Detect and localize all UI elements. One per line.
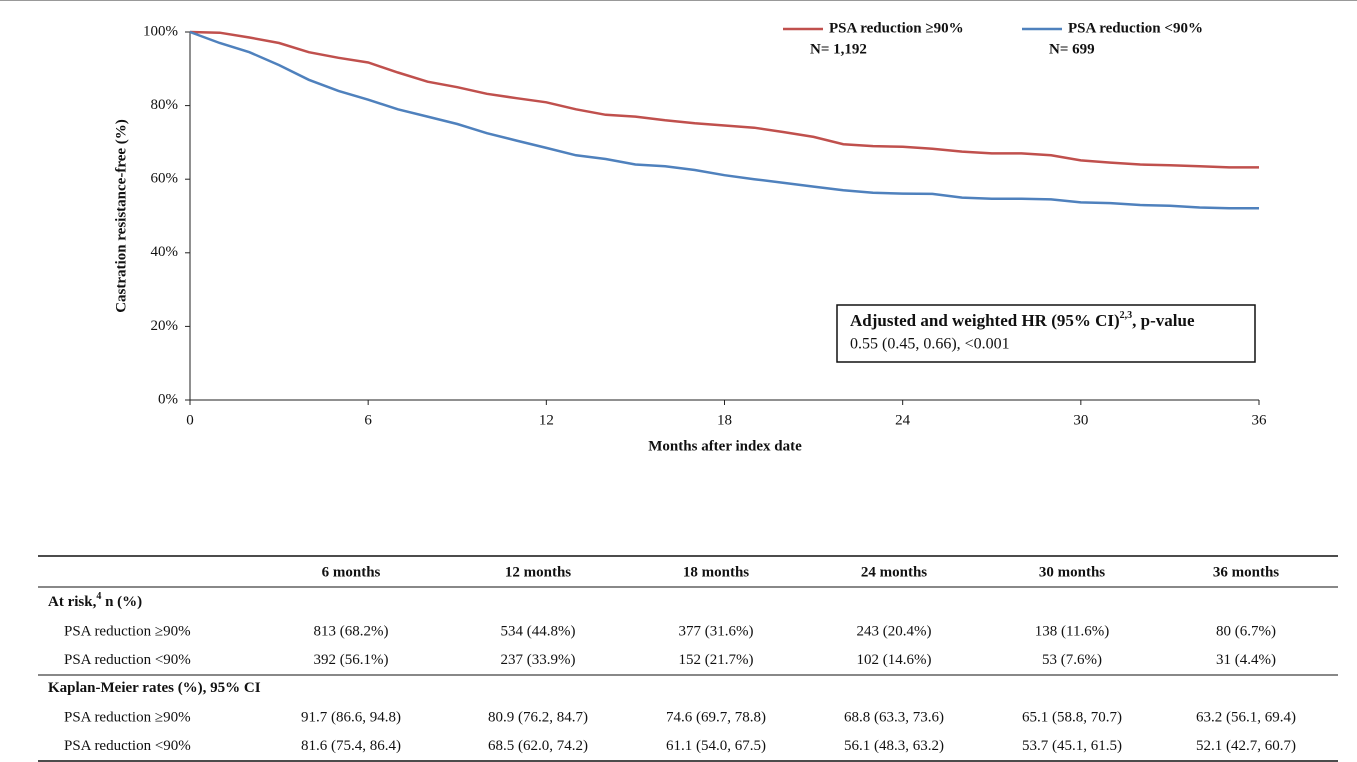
section-superscript: 4: [96, 591, 101, 602]
table-header: 6 months: [322, 564, 381, 580]
table-cell: 392 (56.1%): [314, 652, 389, 668]
table-cell: 243 (20.4%): [857, 623, 932, 639]
y-tick-label: 0%: [158, 391, 178, 407]
table-cell: 68.5 (62.0, 74.2): [488, 738, 588, 754]
section-title: Kaplan-Meier rates (%), 95% CI: [48, 680, 261, 696]
table-cell: 813 (68.2%): [314, 623, 389, 639]
legend-n: N= 1,192: [810, 41, 867, 57]
survival-curve: [189, 30, 1259, 210]
legend-label: PSA reduction ≥90%: [829, 20, 964, 36]
survival-curve: [189, 30, 1259, 169]
y-tick-label: 80%: [151, 97, 179, 113]
table-cell: 65.1 (58.8, 70.7): [1022, 709, 1122, 725]
table-cell: 80 (6.7%): [1216, 623, 1276, 639]
table-cell: 74.6 (69.7, 78.8): [666, 709, 766, 725]
x-tick-label: 12: [539, 412, 554, 428]
table-cell: 81.6 (75.4, 86.4): [301, 738, 401, 754]
x-axis-title: Months after index date: [648, 438, 802, 454]
x-tick-label: 0: [186, 412, 194, 428]
table-cell: 138 (11.6%): [1035, 623, 1109, 639]
section-title-text: Kaplan-Meier rates (%), 95% CI: [48, 680, 261, 696]
y-tick-label: 60%: [151, 171, 179, 187]
table-cell: 61.1 (54.0, 67.5): [666, 738, 766, 754]
row-label: PSA reduction <90%: [64, 738, 191, 754]
x-tick-label: 30: [1073, 412, 1088, 428]
table-cell: 102 (14.6%): [857, 652, 932, 668]
y-tick-label: 100%: [143, 23, 178, 39]
annotation-superscript: 2,3: [1120, 310, 1133, 321]
table-cell: 56.1 (48.3, 63.2): [844, 738, 944, 754]
legend-n: N= 699: [1049, 41, 1095, 57]
y-tick-label: 20%: [151, 318, 179, 334]
table-cell: 52.1 (42.7, 60.7): [1196, 738, 1296, 754]
annotation-title-text: Adjusted and weighted HR (95% CI): [850, 311, 1120, 330]
row-label: PSA reduction ≥90%: [64, 623, 191, 639]
annotation-title-suffix: , p-value: [1132, 311, 1195, 330]
table-cell: 91.7 (86.6, 94.8): [301, 709, 401, 725]
x-tick-label: 18: [717, 412, 732, 428]
y-axis-title: Castration resistance-free (%): [113, 119, 129, 313]
annotation-title: Adjusted and weighted HR (95% CI)2,3, p-…: [850, 310, 1195, 330]
table-cell: 534 (44.8%): [501, 623, 576, 639]
table-header: 36 months: [1213, 564, 1279, 580]
table-cell: 80.9 (76.2, 84.7): [488, 709, 588, 725]
table-header: 30 months: [1039, 564, 1105, 580]
annotation-box: [836, 304, 1256, 363]
table-cell: 53 (7.6%): [1042, 652, 1102, 668]
row-label: PSA reduction <90%: [64, 652, 191, 668]
table-header: 24 months: [861, 564, 927, 580]
legend-label: PSA reduction <90%: [1068, 20, 1203, 36]
x-tick-label: 6: [364, 412, 372, 428]
table-cell: 237 (33.9%): [501, 652, 576, 668]
section-title-suffix: n (%): [101, 594, 142, 610]
x-tick-label: 24: [895, 412, 911, 428]
annotation-text: 0.55 (0.45, 0.66), <0.001: [850, 336, 1010, 353]
table-cell: 63.2 (56.1, 69.4): [1196, 709, 1296, 725]
table-header: 12 months: [505, 564, 571, 580]
table-cell: 53.7 (45.1, 61.5): [1022, 738, 1122, 754]
table-cell: 152 (21.7%): [679, 652, 754, 668]
row-label: PSA reduction ≥90%: [64, 709, 191, 725]
table-cell: 68.8 (63.3, 73.6): [844, 709, 944, 725]
table-cell: 31 (4.4%): [1216, 652, 1276, 668]
table-header: 18 months: [683, 564, 749, 580]
table-cell: 377 (31.6%): [679, 623, 754, 639]
y-tick-label: 40%: [151, 244, 179, 260]
section-title-text: At risk,: [48, 594, 97, 610]
x-tick-label: 36: [1252, 412, 1268, 428]
section-title: At risk,4 n (%): [48, 591, 142, 610]
